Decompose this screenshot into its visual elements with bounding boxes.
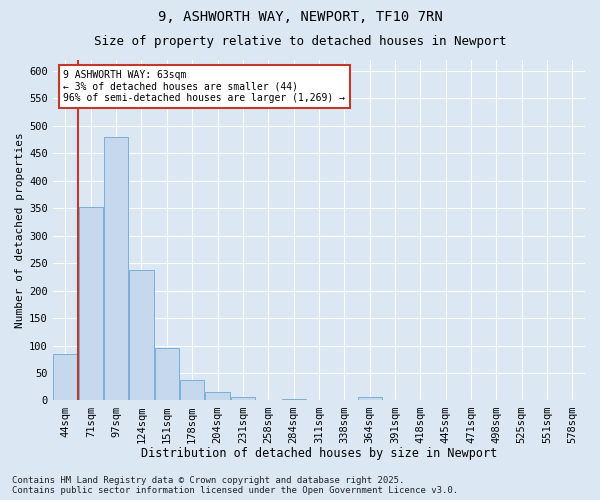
Text: 9 ASHWORTH WAY: 63sqm
← 3% of detached houses are smaller (44)
96% of semi-detac: 9 ASHWORTH WAY: 63sqm ← 3% of detached h… (64, 70, 346, 103)
Bar (180, 380, 204, 400)
Bar (205, 392, 230, 400)
Y-axis label: Number of detached properties: Number of detached properties (15, 132, 25, 328)
Bar (53, 354, 77, 401)
Text: 9, ASHWORTH WAY, NEWPORT, TF10 7RN: 9, ASHWORTH WAY, NEWPORT, TF10 7RN (158, 10, 442, 24)
Text: Contains HM Land Registry data © Crown copyright and database right 2025.
Contai: Contains HM Land Registry data © Crown c… (12, 476, 458, 495)
Bar (130, 270, 154, 400)
X-axis label: Distribution of detached houses by size in Newport: Distribution of detached houses by size … (141, 447, 497, 460)
Bar (231, 397, 255, 400)
Bar (79, 207, 103, 400)
Bar (358, 396, 382, 400)
Bar (155, 348, 179, 401)
Text: Size of property relative to detached houses in Newport: Size of property relative to detached ho… (94, 35, 506, 48)
Bar (104, 137, 128, 400)
